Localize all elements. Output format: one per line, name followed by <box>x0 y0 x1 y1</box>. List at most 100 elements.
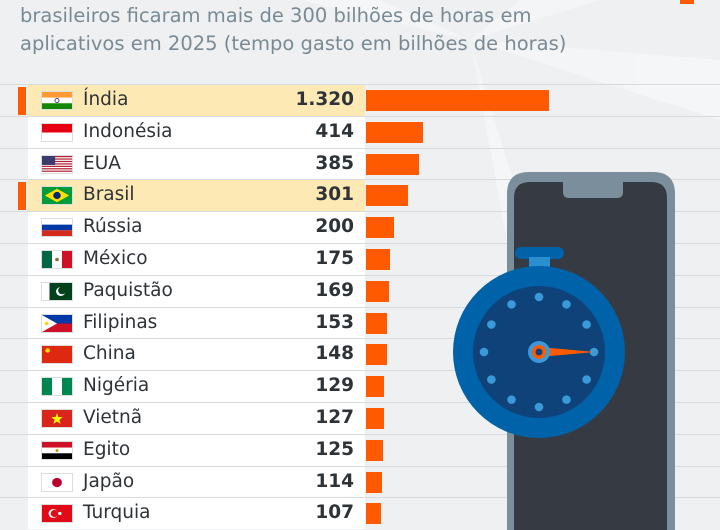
bar <box>366 121 424 143</box>
bar <box>366 376 384 398</box>
dial-tick <box>534 292 544 302</box>
value-label: 414 <box>315 120 354 142</box>
row-background <box>28 180 365 212</box>
value-label: 129 <box>315 375 354 397</box>
table-row: Egito 125 <box>0 433 720 466</box>
bar <box>366 217 394 239</box>
table-row: Paquistão 169 <box>0 274 720 307</box>
value-label: 148 <box>315 343 354 365</box>
row-background <box>28 307 365 339</box>
flag-egypt-icon <box>41 440 73 460</box>
row-background <box>28 498 365 530</box>
dial-tick <box>487 375 496 384</box>
dial-tick <box>507 395 516 404</box>
value-label: 301 <box>315 184 354 206</box>
table-row: EUA 385 <box>0 147 720 180</box>
flag-japan-icon <box>41 472 73 492</box>
table-row: Japão 114 <box>0 465 720 498</box>
country-label: Turquia <box>83 502 151 524</box>
table-row: Filipinas 153 <box>0 306 720 339</box>
table-row: Turquia 107 <box>0 497 720 530</box>
logo-mark <box>680 0 694 4</box>
bar <box>366 90 549 111</box>
row-background <box>28 275 365 307</box>
bar <box>366 248 391 270</box>
row-background <box>28 434 365 466</box>
row-background <box>28 339 365 371</box>
flag-china-icon <box>41 345 73 365</box>
flag-brazil-icon <box>41 186 73 206</box>
flag-russia-icon <box>41 218 73 238</box>
value-label: 153 <box>315 311 354 333</box>
flag-indonesia-icon <box>41 122 73 142</box>
value-label: 200 <box>315 216 354 238</box>
bar <box>366 407 384 429</box>
country-label: Paquistão <box>83 279 173 301</box>
bar-chart: Índia 1.320 Indonésia 414 EUA 385 Brasil 301 Rús… <box>0 84 720 530</box>
dial-tick <box>507 300 516 309</box>
dial-tick <box>534 402 544 412</box>
table-row: Nigéria 129 <box>0 370 720 402</box>
value-label: 127 <box>315 406 354 428</box>
dial-tick <box>562 300 571 309</box>
row-background <box>28 466 365 498</box>
dial-tick <box>582 375 591 384</box>
flag-philippines-icon <box>41 313 73 333</box>
table-row: Rússia 200 <box>0 211 720 243</box>
flag-pakistan-icon <box>41 281 73 301</box>
table-row: Brasil 301 <box>0 179 720 212</box>
table-row: México 175 <box>0 242 720 275</box>
flag-nigeria-icon <box>41 377 73 397</box>
value-label: 125 <box>315 438 354 460</box>
table-row: China 148 <box>0 338 720 371</box>
row-background <box>28 148 365 180</box>
dial-tick <box>562 395 571 404</box>
value-label: 107 <box>315 502 354 524</box>
country-label: Egito <box>83 438 131 460</box>
bar <box>366 503 381 525</box>
table-row: Indonésia 414 <box>0 115 720 148</box>
country-label: Filipinas <box>83 311 158 333</box>
stopwatch-icon <box>453 247 625 438</box>
highlight-marker <box>18 182 26 211</box>
country-label: México <box>83 247 148 269</box>
country-label: Nigéria <box>83 375 150 397</box>
flag-india-icon <box>41 91 73 110</box>
flag-turkey-icon <box>41 504 73 524</box>
table-row: Índia 1.320 <box>0 84 720 116</box>
row-background <box>28 85 365 116</box>
value-label: 114 <box>315 470 354 492</box>
row-background <box>28 116 365 148</box>
value-label: 175 <box>315 247 354 269</box>
chart-subtitle: brasileiros ficaram mais de 300 bilhões … <box>20 4 567 55</box>
row-background <box>28 371 365 402</box>
country-label: EUA <box>83 152 121 174</box>
row-background <box>28 402 365 434</box>
country-label: Rússia <box>83 216 143 238</box>
table-row: Vietnã 127 <box>0 401 720 434</box>
dial-tick <box>479 347 489 357</box>
bar <box>366 280 390 302</box>
row-background <box>28 212 365 243</box>
value-label: 385 <box>315 152 354 174</box>
flag-vietnam-icon <box>41 408 73 428</box>
country-label: Índia <box>83 89 129 110</box>
country-label: Indonésia <box>83 120 173 142</box>
country-label: China <box>83 343 136 365</box>
row-background <box>28 243 365 275</box>
flag-mexico-icon <box>41 249 73 269</box>
bar <box>366 439 384 461</box>
highlight-marker <box>18 87 26 115</box>
value-label: 169 <box>315 279 354 301</box>
bar <box>366 312 388 334</box>
dial-tick <box>582 320 591 329</box>
flag-usa-icon <box>41 154 73 174</box>
bar <box>366 153 420 175</box>
country-label: Vietnã <box>83 406 143 428</box>
country-label: Brasil <box>83 184 135 206</box>
bar <box>366 344 387 366</box>
dial-tick <box>487 320 496 329</box>
value-label: 1.320 <box>295 89 354 110</box>
country-label: Japão <box>83 470 135 492</box>
